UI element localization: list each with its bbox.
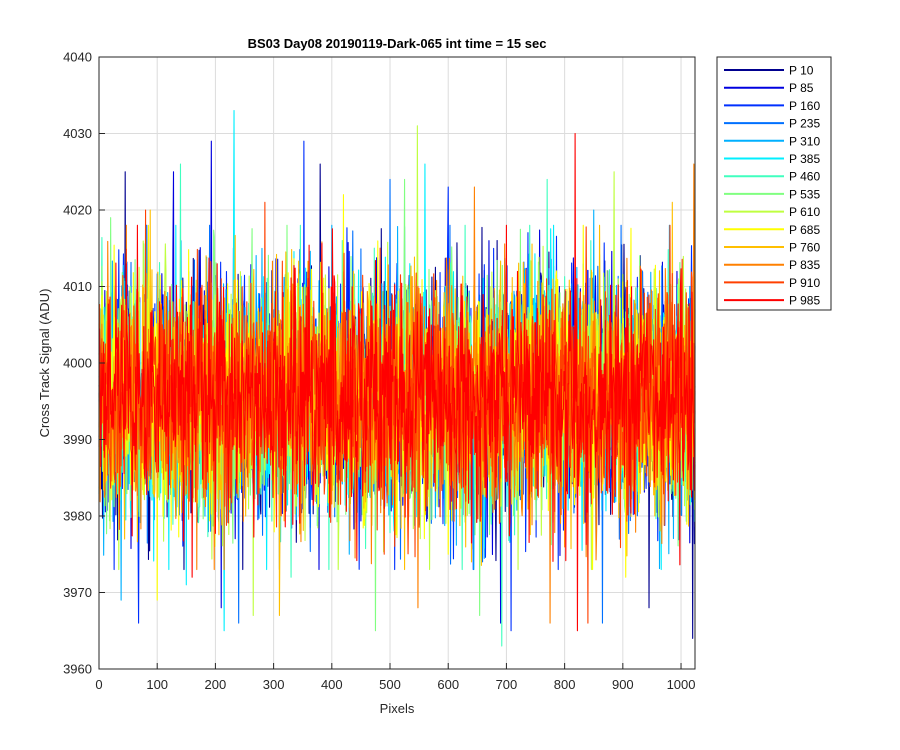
legend-label: P 10 — [789, 64, 814, 78]
legend-label: P 910 — [789, 276, 820, 290]
y-tick-label: 4040 — [63, 50, 92, 65]
y-tick-label: 4030 — [63, 126, 92, 141]
legend-items: P 10 P 85 P 160 P 235 P 310 P 385 P 460 P 535 P … — [724, 64, 820, 308]
legend-label: P 85 — [789, 81, 814, 95]
x-tick-label: 300 — [263, 677, 285, 692]
legend-label: P 685 — [789, 223, 820, 237]
x-tick-label: 800 — [554, 677, 576, 692]
y-tick-label: 4020 — [63, 203, 92, 218]
y-tick-label: 4010 — [63, 279, 92, 294]
legend-label: P 460 — [789, 170, 820, 184]
y-tick-label: 4000 — [63, 356, 92, 371]
x-tick-label: 100 — [146, 677, 168, 692]
legend-label: P 835 — [789, 258, 820, 272]
x-tick-label: 600 — [437, 677, 459, 692]
series-lines — [98, 110, 696, 647]
y-axis-ticks: 3960 3970 3980 3990 4000 4010 4020 4030 4040 — [63, 50, 105, 677]
legend-label: P 760 — [789, 241, 820, 255]
x-tick-label: 400 — [321, 677, 343, 692]
legend-label: P 310 — [789, 134, 820, 148]
chart-title: BS03 Day08 20190119-Dark-065 int time = … — [248, 36, 547, 51]
x-tick-label: 0 — [95, 677, 102, 692]
y-tick-label: 3960 — [63, 662, 92, 677]
y-tick-label: 3980 — [63, 509, 92, 524]
legend-label: P 535 — [789, 187, 820, 201]
x-tick-label: 1000 — [667, 677, 696, 692]
legend-label: P 385 — [789, 152, 820, 166]
y-tick-label: 3990 — [63, 432, 92, 447]
x-tick-label: 700 — [496, 677, 518, 692]
legend: P 10 P 85 P 160 P 235 P 310 P 385 P 460 P 535 P … — [716, 56, 832, 311]
legend-label: P 985 — [789, 294, 820, 308]
axes: 0 100 200 300 400 500 600 700 800 900 1000 3960 397… — [63, 50, 696, 692]
legend-label: P 235 — [789, 117, 820, 131]
x-tick-label: 900 — [612, 677, 634, 692]
y-tick-label: 3970 — [63, 585, 92, 600]
x-tick-label: 500 — [379, 677, 401, 692]
y-axis-label: Cross Track Signal (ADU) — [37, 289, 52, 438]
x-axis-label: Pixels — [380, 701, 415, 716]
x-axis-ticks: 0 100 200 300 400 500 600 700 800 900 1000 — [95, 663, 695, 692]
series-line — [98, 132, 696, 632]
x-tick-label: 200 — [205, 677, 227, 692]
legend-label: P 160 — [789, 99, 820, 113]
legend-box — [716, 56, 832, 311]
legend-label: P 610 — [789, 205, 820, 219]
